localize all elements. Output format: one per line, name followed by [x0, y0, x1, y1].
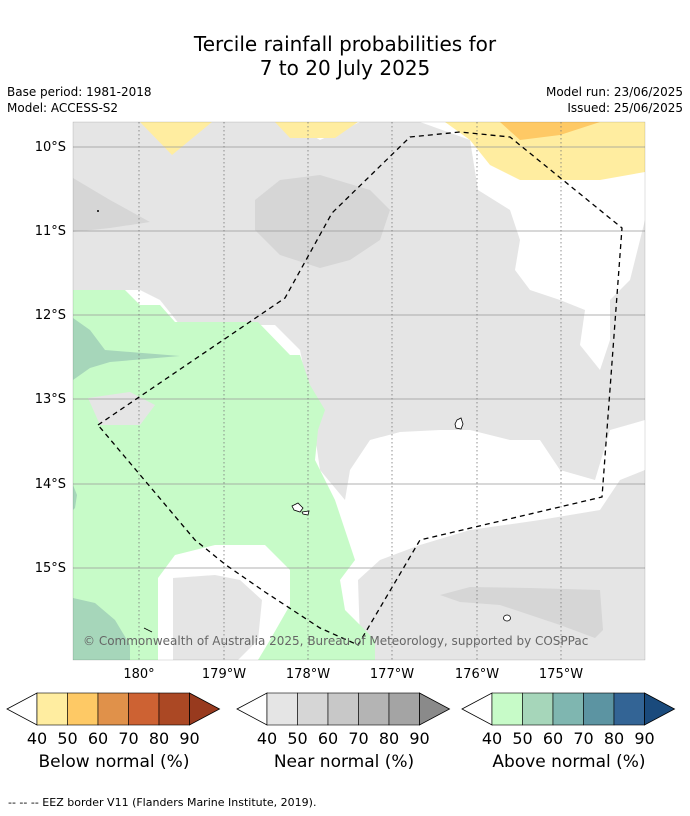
colorbar-below-normal: 40 50 60 70 80 90 [6, 692, 221, 748]
base-period: Base period: 1981-2018 [7, 85, 152, 99]
colorbar-segment [36, 692, 68, 726]
lat-label: 12°S [35, 308, 66, 323]
lon-label: 176°W [455, 667, 499, 682]
lat-label: 15°S [35, 561, 66, 576]
colorbar-extension-low [6, 692, 38, 726]
colorbar-tick-label: 60 [543, 729, 563, 748]
colorbar-segment [128, 692, 160, 726]
colorbar-tick-label: 80 [149, 729, 169, 748]
eez-border [97, 131, 623, 646]
issued-date: Issued: 25/06/2025 [567, 101, 683, 115]
latitude-labels: 10°S 11°S 12°S 13°S 14°S 15°S [35, 140, 66, 576]
lon-label: 178°W [286, 667, 330, 682]
above-normal-region-west-50 [73, 318, 180, 380]
colorbar-tick-label: 40 [27, 729, 47, 748]
colorbar-segment [491, 692, 523, 726]
colorbar-segment [613, 692, 645, 726]
colorbar-extension-high [419, 692, 451, 726]
colorbar-segment [358, 692, 390, 726]
near-normal-region-darker [255, 175, 390, 268]
lon-label: 177°W [370, 667, 414, 682]
longitude-labels: 180° 179°W 178°W 177°W 176°W 175°W [123, 667, 583, 682]
colorbar-segment [297, 692, 329, 726]
colorbar-segment [97, 692, 129, 726]
model-run-date: Model run: 23/06/2025 [545, 85, 683, 99]
near-normal-region-west-darker [73, 178, 150, 232]
colorbar-below-label: Below normal (%) [38, 752, 190, 772]
colorbar-tick-label: 80 [379, 729, 399, 748]
colorbar-above-normal: 40 50 60 70 80 90 [461, 692, 676, 748]
colorbar-tick-label: 70 [118, 729, 138, 748]
colorbar-segment [266, 692, 298, 726]
colorbar-segment [67, 692, 99, 726]
island-futuna [291, 502, 310, 516]
lon-label: 180° [123, 667, 154, 682]
colorbar-tick-label: 90 [634, 729, 654, 748]
reef-southwest [143, 627, 153, 633]
lon-label: 175°W [539, 667, 583, 682]
colorbar-segment [552, 692, 584, 726]
colorbar-tick-label: 90 [409, 729, 429, 748]
copyright-notice: © Commonwealth of Australia 2025, Bureau… [83, 634, 588, 648]
chart-title-line2: 7 to 20 July 2025 [259, 56, 431, 80]
colorbar-tick-label: 60 [318, 729, 338, 748]
colorbar-extension-high [189, 692, 221, 726]
latitude-gridlines [73, 146, 645, 569]
near-normal-region-north [73, 122, 645, 500]
colorbar-near-label: Near normal (%) [273, 752, 415, 772]
colorbar-segment [388, 692, 420, 726]
lat-label: 11°S [35, 224, 66, 239]
near-normal-region-southeast-darker [440, 587, 603, 638]
lon-label: 179°W [202, 667, 246, 682]
colorbar-segment [158, 692, 190, 726]
island-southeast [503, 614, 511, 622]
longitude-gridlines [138, 122, 562, 660]
island-wallis [454, 417, 464, 430]
colorbar-tick-label: 50 [57, 729, 77, 748]
colorbar-extension-high [644, 692, 676, 726]
colorbar-tick-label: 90 [179, 729, 199, 748]
colorbar-tick-label: 50 [512, 729, 532, 748]
colorbar-tick-label: 40 [482, 729, 502, 748]
colorbar-above-label: Above normal (%) [492, 752, 646, 772]
lat-label: 13°S [35, 392, 66, 407]
above-normal-region-west-edge-50 [73, 485, 77, 510]
colorbar-tick-label: 70 [573, 729, 593, 748]
colorbar-extension-low [461, 692, 493, 726]
colorbar-tick-label: 80 [604, 729, 624, 748]
above-normal-region-southwest-50 [73, 598, 130, 660]
colorbar-segment [327, 692, 359, 726]
eez-footer-note: -- -- -- EEZ border V11 (Flanders Marine… [8, 796, 317, 809]
near-normal-region-south-inner [173, 575, 262, 660]
colorbar-tick-label: 70 [348, 729, 368, 748]
map-plot-area: © Commonwealth of Australia 2025, Bureau… [73, 122, 645, 660]
island-west-dot [97, 210, 99, 212]
colorbar-segment [522, 692, 554, 726]
chart-title-line1: Tercile rainfall probabilities for [193, 32, 497, 56]
colorbar-near-normal: 40 50 60 70 80 90 [236, 692, 451, 748]
colorbar-tick-label: 40 [257, 729, 277, 748]
map-frame [72, 121, 646, 661]
lat-label: 10°S [35, 140, 66, 155]
colorbar-extension-low [236, 692, 268, 726]
lat-label: 14°S [35, 477, 66, 492]
colorbar-tick-label: 50 [287, 729, 307, 748]
below-normal-region-north-50 [500, 122, 600, 140]
colorbar-segment [583, 692, 615, 726]
colorbar-tick-label: 60 [88, 729, 108, 748]
model-name: Model: ACCESS-S2 [7, 101, 119, 115]
